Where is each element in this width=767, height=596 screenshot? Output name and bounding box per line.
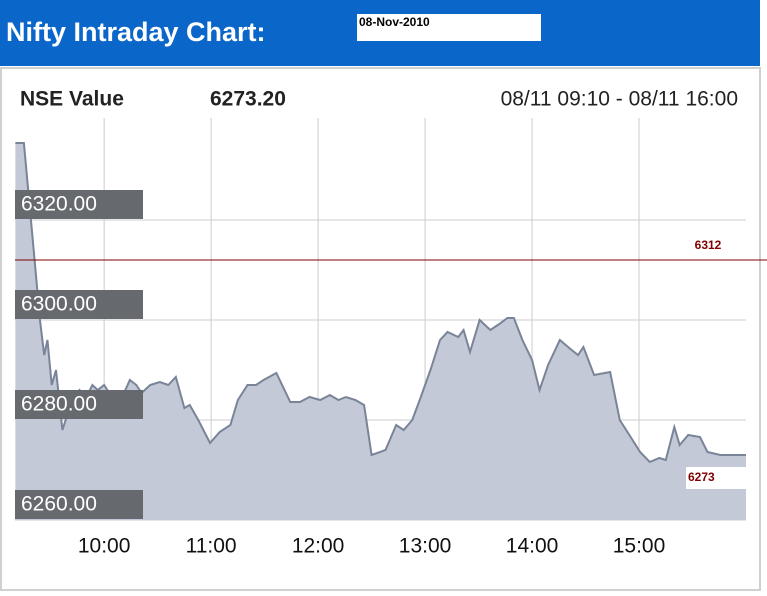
- time-range: 08/11 09:10 - 08/11 16:00: [501, 88, 738, 111]
- area-fill: [15, 143, 746, 520]
- end-value-label: 6273: [688, 470, 715, 484]
- y-tick-box: [15, 490, 143, 519]
- x-tick-label: 13:00: [399, 535, 452, 558]
- date: 08-Nov-2010: [359, 15, 430, 29]
- y-tick-label: 6280.00: [21, 393, 97, 416]
- date-box: [357, 14, 541, 41]
- y-tick-label: 6320.00: [21, 193, 97, 216]
- area-line: [15, 142, 746, 464]
- x-tick-label: 15:00: [613, 535, 666, 558]
- y-tick-box: [15, 290, 143, 319]
- y-tick-box: [15, 390, 143, 419]
- page-title: Nifty Intraday Chart:: [6, 17, 266, 47]
- x-tick-label: 10:00: [78, 535, 131, 558]
- x-tick-label: 12:00: [292, 535, 345, 558]
- x-tick-label: 14:00: [506, 535, 559, 558]
- y-tick-box: [15, 190, 143, 219]
- current-value: 6273.20: [210, 88, 286, 111]
- x-tick-label: 11:00: [186, 535, 237, 558]
- series-name: NSE Value: [20, 88, 124, 111]
- reference-label: 6312: [695, 238, 722, 252]
- y-tick-label: 6300.00: [21, 293, 97, 316]
- end-value-box: [686, 467, 746, 489]
- y-tick-label: 6260.00: [21, 493, 97, 516]
